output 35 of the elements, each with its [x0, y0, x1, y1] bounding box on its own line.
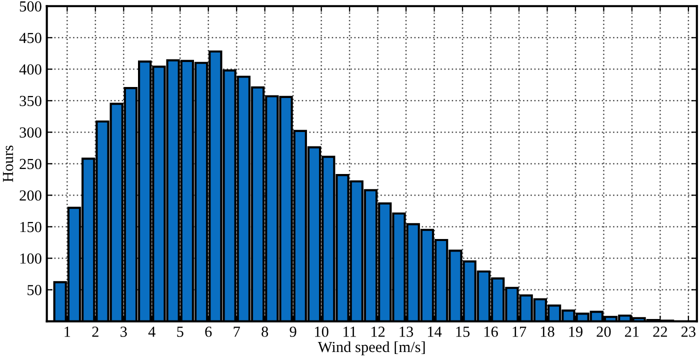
y-tick-label: 500	[20, 1, 42, 12]
x-tick-label: 11	[344, 326, 356, 337]
x-tick-label: 7	[234, 326, 240, 337]
x-tick-label: 18	[540, 326, 554, 337]
x-tick-label: 1	[64, 326, 70, 337]
x-tick-label: 19	[569, 326, 582, 337]
y-tick-label: 50	[28, 284, 42, 296]
x-tick-label: 6	[205, 326, 212, 337]
y-tick-label: 300	[20, 127, 42, 138]
x-axis-title: Wind speed [m/s]	[318, 341, 425, 356]
x-tick-label: 12	[372, 326, 385, 337]
y-tick-label: 450	[19, 32, 42, 44]
x-tick-label: 22	[653, 326, 667, 337]
y-tick-label: 150	[20, 222, 42, 232]
x-tick-label: 10	[315, 326, 328, 337]
x-tick-label: 16	[484, 326, 498, 337]
y-tick-label: 350	[20, 96, 42, 106]
y-tick-label: 400	[19, 64, 42, 75]
y-tick-label: 250	[20, 158, 42, 170]
y-axis-title: Hours	[3, 146, 14, 182]
x-tick-label: 20	[596, 326, 611, 337]
y-tick-label: 100	[20, 253, 42, 264]
x-tick-label: 3	[120, 326, 127, 337]
x-tick-label: 17	[512, 326, 526, 337]
x-tick-label: 4	[148, 326, 156, 337]
x-tick-label: 9	[290, 326, 296, 337]
x-tick-label: 2	[92, 326, 98, 337]
x-tick-label: 23	[681, 326, 696, 337]
y-tick-label: 200	[20, 190, 42, 201]
x-tick-label: 5	[177, 326, 184, 337]
x-tick-label: 21	[624, 326, 639, 337]
x-tick-label: 13	[400, 326, 414, 337]
x-tick-label: 8	[262, 326, 268, 337]
x-tick-label: 15	[456, 326, 470, 337]
x-tick-label: 14	[428, 326, 442, 337]
